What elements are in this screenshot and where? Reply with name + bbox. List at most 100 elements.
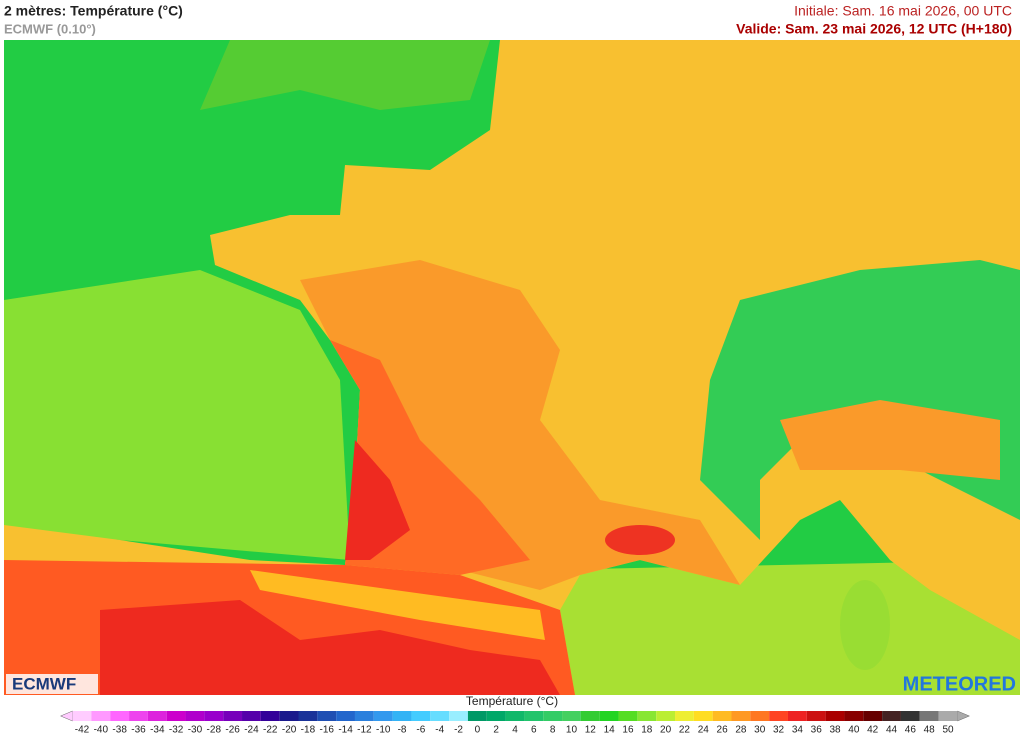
colorbar-box [204, 711, 224, 721]
colorbar-box [844, 711, 864, 721]
colorbar-tick-label: -22 [263, 725, 278, 736]
colorbar-tick-label: -4 [435, 725, 444, 736]
colorbar-tick-label: -34 [150, 725, 165, 736]
title: 2 mètres: Température (°C) [4, 3, 183, 19]
colorbar-tick-label: 16 [622, 725, 634, 736]
logo-bg [6, 674, 98, 694]
colorbar-box [882, 711, 901, 721]
colorbar-tick-label: -40 [94, 725, 109, 736]
colorbar-tick-label: 32 [773, 725, 785, 736]
colorbar-tick-label: 28 [735, 725, 747, 736]
colorbar-tick-label: 12 [585, 725, 597, 736]
colorbar-box [260, 711, 280, 721]
colorbar-tick-label: -20 [282, 725, 297, 736]
colorbar-box [185, 711, 205, 721]
colorbar-tick-label: -26 [225, 725, 240, 736]
colorbar-box [166, 711, 186, 721]
colorbar-box [505, 711, 525, 721]
colorbar: -42 -40 -38 -36 -34 -32 -30 -28 -26 -24 -22 -20 -18-… [59, 710, 971, 736]
colorbar-tick-label: -30 [188, 725, 203, 736]
colorbar-tick-label: 50 [942, 725, 954, 736]
colorbar-box [693, 711, 713, 721]
colorbar-box [562, 711, 581, 721]
colorbar-tick-label: 24 [698, 725, 710, 736]
colorbar-tick-label: 38 [829, 725, 841, 736]
colorbar-box [373, 711, 393, 721]
colorbar-tick-label: 6 [531, 725, 537, 736]
colorbar-tick-label: -24 [244, 725, 259, 736]
corsica [840, 580, 890, 670]
colorbar-tick-label: 30 [754, 725, 766, 736]
colorbar-tick-label: 36 [811, 725, 823, 736]
colorbar-box [110, 711, 130, 721]
colorbar-tick-label: 34 [792, 725, 804, 736]
colorbar-box [449, 711, 468, 721]
colorbar-tick-label: 22 [679, 725, 691, 736]
colorbar-tick-label: -14 [338, 725, 353, 736]
colorbar-box [712, 711, 732, 721]
colorbar-box [430, 711, 450, 721]
colorbar-box [900, 711, 920, 721]
colorbar-box [72, 711, 92, 721]
valid-time: Valide: Sam. 23 mai 2026, 12 UTC (H+180) [736, 21, 1012, 37]
colorbar-tick-label: 46 [905, 725, 917, 736]
map [4, 40, 1020, 695]
colorbar-box [618, 711, 638, 721]
colorbar-box [392, 711, 412, 721]
colorbar-tick-label: 8 [550, 725, 556, 736]
spain-hot [100, 600, 560, 695]
colorbar-tick-label: 42 [867, 725, 879, 736]
colorbar-tick-label: -10 [376, 725, 391, 736]
colorbar-box [938, 711, 958, 721]
colorbar-tick-label: 14 [604, 725, 616, 736]
colorbar-box [543, 711, 563, 721]
logo-meteored: METEORED [903, 673, 1016, 695]
po-valley [780, 400, 1000, 480]
colorbar-box [825, 711, 845, 721]
colorbar-tick-label: 2 [493, 725, 499, 736]
colorbar-box [317, 711, 337, 721]
colorbar-tick-label: -8 [398, 725, 407, 736]
colorbar-tick-label: 10 [566, 725, 578, 736]
colorbar-tick-label: -32 [169, 725, 184, 736]
colorbar-box [524, 711, 544, 721]
colorbar-box [769, 711, 788, 721]
init-time: Initiale: Sam. 16 mai 2026, 00 UTC [794, 3, 1012, 19]
colorbar-box [486, 711, 506, 721]
colorbar-box [467, 711, 487, 721]
colorbar-box [750, 711, 770, 721]
colorbar-title: Température (°C) [466, 694, 558, 708]
pyrenees [250, 570, 545, 640]
colorbar-tick-label: 48 [924, 725, 936, 736]
mediterranean [540, 560, 1020, 695]
colorbar-tick-label: 26 [717, 725, 729, 736]
colorbar-box [223, 711, 243, 721]
colorbar-box [354, 711, 374, 721]
colorbar-tick-label: 0 [475, 725, 481, 736]
colorbar-tick-label: -12 [357, 725, 372, 736]
colorbar-tick-label: -2 [454, 725, 463, 736]
colorbar-box [580, 711, 600, 721]
hot-provence [605, 525, 675, 555]
colorbar-box [279, 711, 299, 721]
logo-ecmwf: ECMWF [12, 674, 76, 693]
colorbar-box [242, 711, 261, 721]
colorbar-box [863, 711, 883, 721]
colorbar-tick-label: -38 [112, 725, 127, 736]
colorbar-box [806, 711, 826, 721]
colorbar-box [336, 711, 355, 721]
colorbar-box [147, 711, 167, 721]
colorbar-box [919, 711, 939, 721]
hot-landes [345, 440, 410, 560]
colorbar-box [599, 711, 619, 721]
colorbar-box [637, 711, 657, 721]
colorbar-tick-label: 40 [848, 725, 860, 736]
colorbar-tick-label: 18 [641, 725, 653, 736]
colorbar-tick-label: -28 [207, 725, 222, 736]
colorbar-box [731, 711, 751, 721]
colorbar-box [411, 711, 431, 721]
atlantic-warm [4, 270, 350, 560]
colorbar-arrow-right [957, 710, 971, 722]
colorbar-arrow-left [59, 710, 73, 722]
